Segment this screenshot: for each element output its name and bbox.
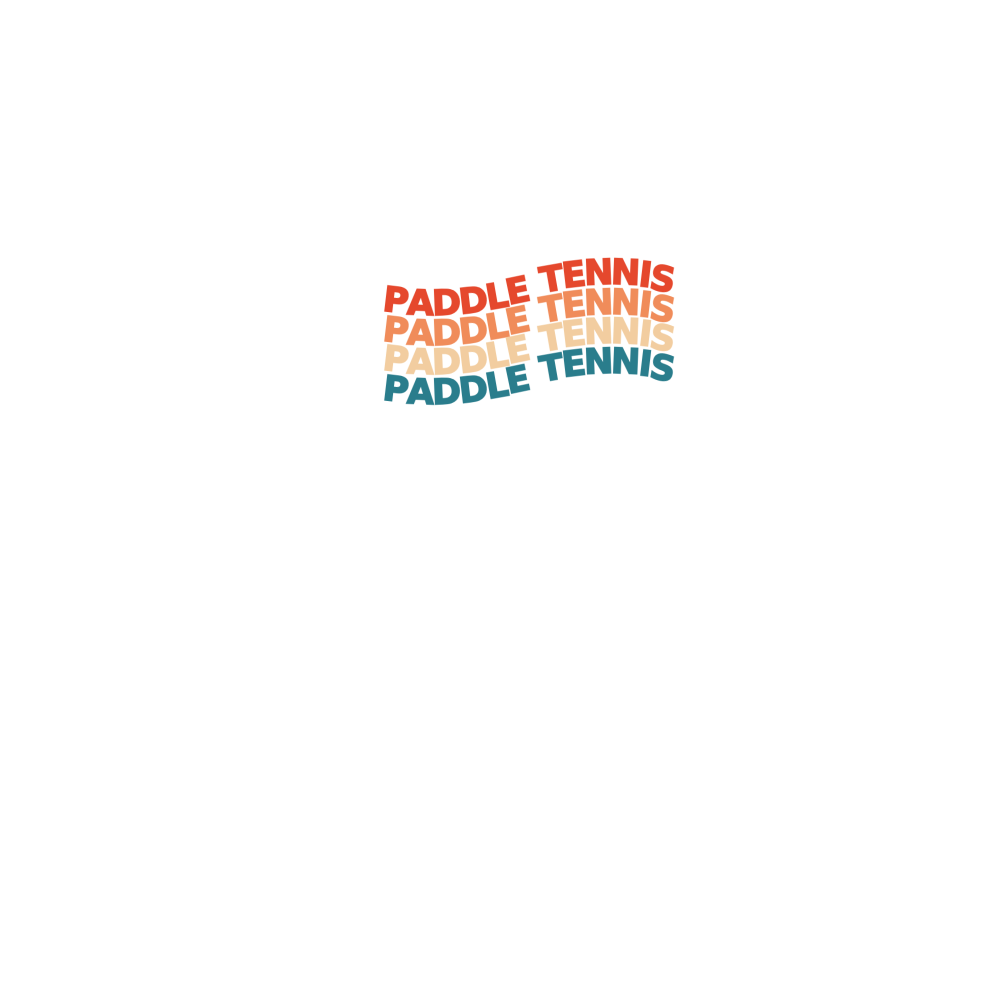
wordmark-letter: S: [645, 346, 679, 391]
wordmark-letter: N: [610, 340, 642, 383]
wordmark-line-4: PADDLE TENNIS: [380, 340, 679, 413]
paddle-tennis-wordmark: PADDLE TENNIS PADDLE TENNIS PADDLE TENNIS P…: [380, 252, 683, 425]
wordmark-letter: N: [582, 340, 614, 383]
wordmark-letter: A: [405, 371, 435, 414]
